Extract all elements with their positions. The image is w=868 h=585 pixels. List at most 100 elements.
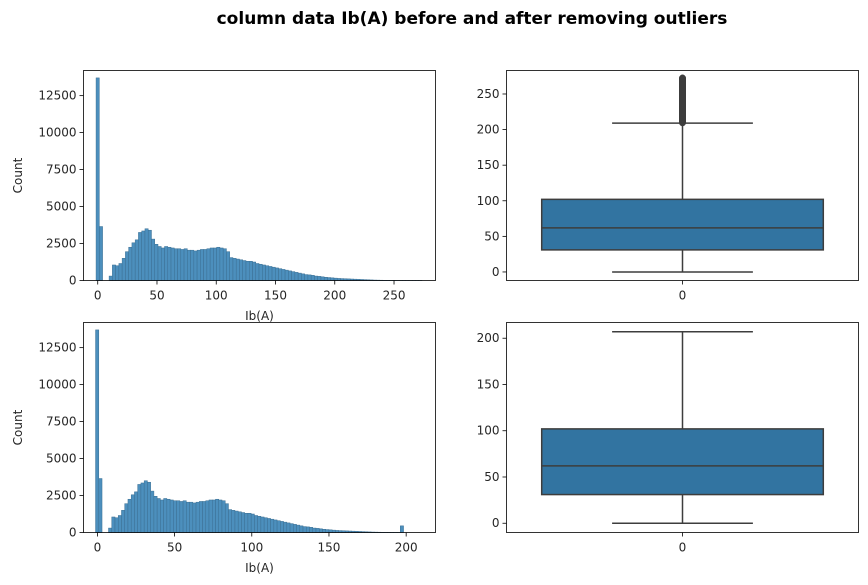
histogram-bar — [291, 271, 296, 281]
histogram-bar — [320, 276, 325, 281]
histogram-bar — [166, 498, 171, 533]
box-before-ticks: 0 50 100 150 200 250 0 — [477, 87, 687, 303]
histogram-bar — [141, 230, 146, 281]
histogram-bar — [286, 522, 291, 533]
histogram-bar — [258, 263, 263, 281]
hist-after-frame — [83, 322, 436, 533]
histogram-bar — [182, 500, 187, 533]
histogram-bar — [218, 499, 223, 533]
histogram-bar — [257, 515, 262, 533]
hist-before-xlabel: Ib(A) — [245, 309, 274, 323]
histogram-bar — [209, 247, 214, 281]
ytick-label: 5000 — [46, 200, 77, 214]
hist-after-bars — [95, 329, 404, 533]
histogram-bar — [296, 524, 301, 533]
hist-before-bars — [95, 77, 423, 281]
histogram-bar — [309, 527, 314, 533]
histogram-bar — [271, 266, 276, 281]
histogram-bar — [293, 524, 297, 533]
histogram-bar — [275, 267, 279, 281]
box-before-body — [540, 74, 825, 273]
box-after-ticks: 0 50 100 150 200 0 — [477, 331, 687, 554]
histogram-bar — [124, 503, 129, 533]
histogram-bar — [302, 526, 307, 533]
ytick-label: 200 — [477, 331, 500, 345]
boxplot-before: 0 50 100 150 200 250 0 — [477, 70, 859, 303]
histogram-bar — [268, 266, 273, 281]
histogram-bar — [283, 521, 288, 533]
histogram-bar — [280, 521, 284, 533]
histogram-bar — [248, 261, 253, 281]
histogram-bar — [265, 265, 270, 281]
histogram-bar — [154, 244, 159, 281]
histogram-bar — [247, 513, 252, 533]
xtick-label: 0 — [679, 541, 687, 555]
histogram-bar — [213, 247, 217, 281]
histogram-bar — [157, 246, 162, 281]
box-after-frame — [506, 322, 859, 533]
histogram-bar — [224, 503, 229, 533]
boxplot-after: 0 50 100 150 200 0 — [477, 322, 859, 555]
hist-before-frame — [83, 70, 436, 281]
outlier-point — [679, 74, 686, 82]
histogram-bar — [128, 246, 133, 281]
histogram-bar — [278, 268, 283, 281]
histogram-bar — [134, 491, 138, 533]
histogram-bar — [174, 248, 178, 281]
histogram-before: 0 2500 5000 7500 10000 12500 0 50 100 150 200 250 I… — [11, 70, 436, 323]
histogram-bar — [235, 258, 240, 281]
histogram-bar — [137, 484, 142, 533]
histogram-bar — [127, 498, 132, 533]
histogram-bar — [114, 517, 119, 533]
histogram-bar — [216, 246, 221, 281]
ytick-label: 0 — [492, 516, 500, 530]
histogram-bar — [173, 500, 177, 533]
histogram-bar — [270, 518, 275, 533]
histogram-bar — [147, 229, 152, 281]
histogram-bar — [134, 239, 139, 281]
histogram-bar — [281, 269, 286, 281]
histogram-bar — [260, 516, 265, 533]
histogram-bar — [304, 274, 309, 281]
histogram-bar — [294, 272, 299, 281]
histogram-bar — [150, 490, 155, 533]
histogram-bar — [125, 251, 129, 281]
ytick-label: 200 — [477, 123, 500, 137]
histogram-bar — [199, 501, 203, 533]
histogram-bar — [250, 513, 255, 533]
histogram-bar — [170, 247, 175, 281]
histogram-bar — [234, 510, 239, 533]
hist-after-xlabel: Ib(A) — [245, 561, 274, 575]
histogram-bar — [323, 276, 328, 281]
histogram-bar — [327, 277, 331, 281]
histogram-bar — [245, 261, 250, 281]
histogram-bar — [140, 482, 145, 533]
ytick-label: 7500 — [46, 163, 77, 177]
histogram-bar — [200, 249, 204, 281]
histogram-bar — [131, 242, 136, 281]
histogram-bar — [232, 258, 237, 281]
histogram-bar — [221, 500, 226, 533]
box-before-frame — [506, 70, 859, 281]
histogram-bar — [99, 226, 103, 281]
ytick-label: 5000 — [46, 452, 77, 466]
histogram-bar — [164, 246, 169, 281]
ytick-label: 2500 — [46, 237, 77, 251]
histogram-bar — [169, 499, 174, 533]
histogram-bar — [284, 269, 289, 281]
histogram-bar — [318, 528, 323, 533]
histogram-bar — [208, 499, 213, 533]
histogram-bar — [143, 480, 148, 533]
histogram-bar — [163, 498, 168, 533]
histogram-bar — [222, 248, 227, 281]
histogram-bar — [219, 247, 224, 281]
histogram-bar — [288, 270, 292, 281]
xtick-label: 200 — [323, 289, 346, 303]
histogram-bar — [273, 519, 278, 533]
histogram-bar — [289, 523, 294, 533]
ytick-label: 12500 — [38, 89, 76, 103]
histogram-bar — [263, 517, 268, 533]
histogram-bar — [306, 526, 310, 533]
xtick-label: 0 — [94, 541, 102, 555]
